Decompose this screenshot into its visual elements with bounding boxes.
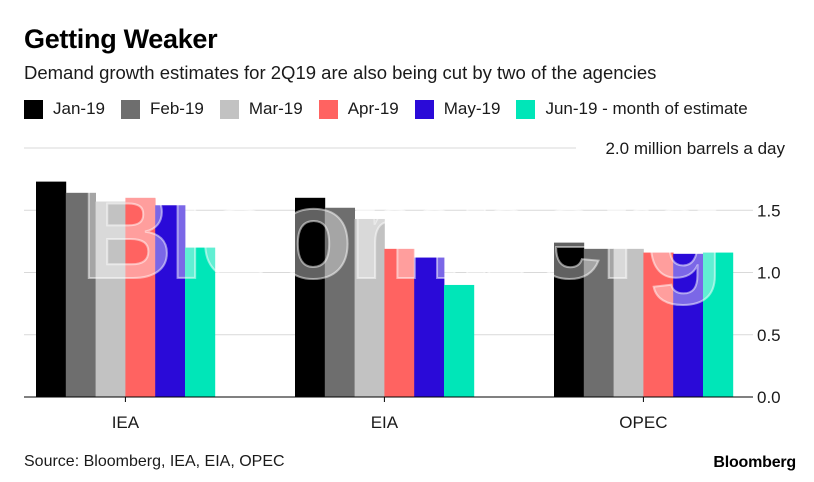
y-top-label: 2.0 million barrels a day: [605, 139, 785, 158]
y-tick-label: 0.0: [757, 388, 781, 407]
bar-iea-apr-19: [125, 197, 156, 397]
legend-item-feb-19: Feb-19: [120, 99, 204, 119]
legend-item-may-19: May-19: [414, 99, 501, 119]
bar-eia-apr-19: [384, 248, 415, 397]
bar-iea-may-19: [155, 205, 186, 397]
bar-iea-jun-19: [185, 247, 216, 397]
legend-item-jan-19: Jan-19: [24, 99, 105, 119]
bar-opec-mar-19: [613, 248, 644, 397]
bar-opec-may-19: [673, 253, 704, 397]
legend-label: Feb-19: [149, 99, 204, 118]
bar-opec-jan-19: [554, 242, 585, 397]
legend-label: May-19: [443, 99, 501, 118]
x-tick-label: EIA: [371, 413, 399, 432]
legend-swatch: [414, 99, 434, 119]
legend-label: Apr-19: [347, 99, 399, 118]
bar-eia-feb-19: [324, 207, 355, 397]
bar-iea-jan-19: [36, 181, 67, 397]
legend-label: Jun-19 - month of estimate: [545, 99, 748, 118]
legend-swatch: [318, 99, 338, 119]
chart-subtitle: Demand growth estimates for 2Q19 are als…: [24, 62, 657, 83]
legend-item-apr-19: Apr-19: [318, 99, 399, 119]
legend-swatch: [219, 99, 239, 119]
bar-eia-jan-19: [295, 197, 326, 397]
bar-opec-jun-19: [703, 252, 734, 397]
legend-swatch: [24, 99, 43, 119]
legend-label: Mar-19: [248, 99, 303, 118]
legend-swatch: [120, 99, 140, 119]
legend-item-mar-19: Mar-19: [219, 99, 303, 119]
chart-title: Getting Weaker: [24, 24, 218, 54]
legend: Jan-19 Feb-19 Mar-19 Apr-19 May-19 Jun-1…: [24, 98, 764, 120]
brand-logo: Bloomberg: [713, 454, 796, 471]
y-tick-label: 1.0: [757, 264, 781, 283]
bar-eia-mar-19: [354, 218, 385, 397]
x-tick-label: OPEC: [619, 413, 667, 432]
bar-opec-feb-19: [583, 248, 614, 397]
source-note: Source: Bloomberg, IEA, EIA, OPEC: [24, 453, 285, 470]
legend-label: Jan-19: [53, 99, 105, 118]
bar-iea-feb-19: [65, 192, 96, 397]
legend-item-jun-19: Jun-19 - month of estimate: [516, 99, 748, 119]
y-tick-label: 0.5: [757, 326, 781, 345]
bar-eia-jun-19: [444, 284, 475, 397]
bar-eia-may-19: [414, 257, 445, 397]
legend-swatch: [516, 99, 536, 119]
watermark: Bloomberg: [80, 163, 720, 306]
bar-iea-mar-19: [95, 201, 126, 397]
x-tick-label: IEA: [112, 413, 140, 432]
y-tick-label: 1.5: [757, 201, 781, 220]
bar-opec-apr-19: [643, 252, 674, 397]
